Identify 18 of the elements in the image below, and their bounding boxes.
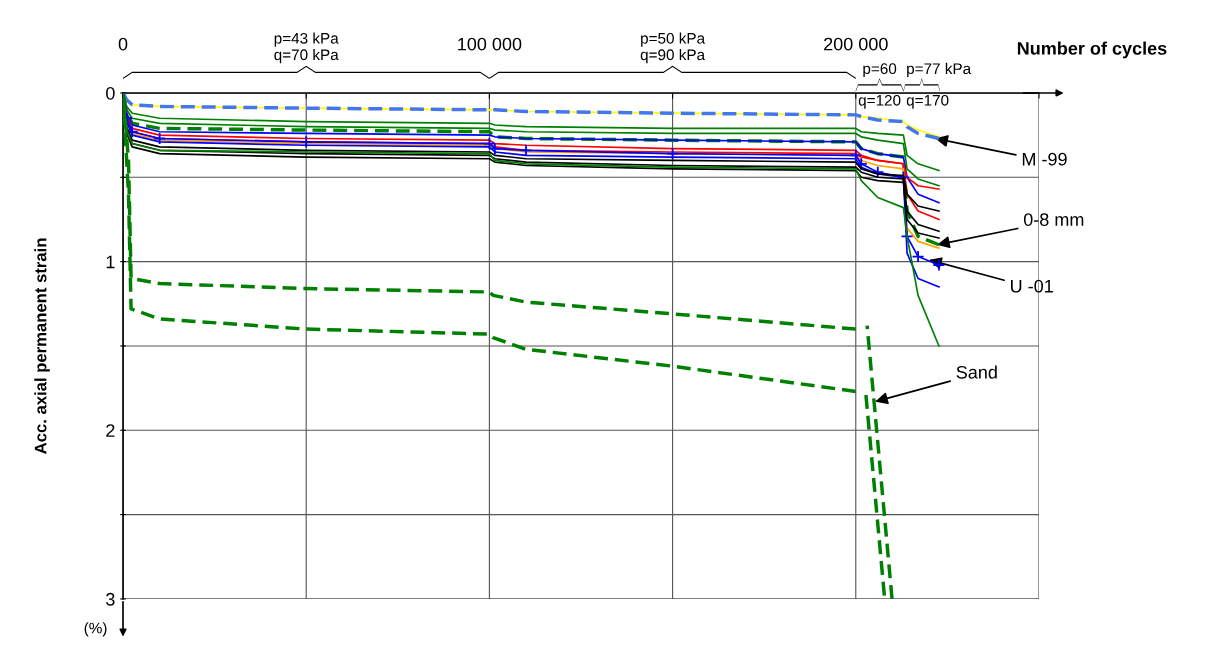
text: p=43 kPa q=70 kPa <box>274 32 339 64</box>
y-tick-label: 1 <box>106 255 115 269</box>
annotation: M -99 <box>1022 152 1067 166</box>
x-tick-label: 0 <box>118 37 128 51</box>
y-axis-title: Acc. axial permanent strain <box>34 238 50 454</box>
annotation: p=77 kPa q=170 <box>906 62 972 109</box>
annotation: 0-8 mm <box>1023 213 1084 226</box>
x-tick-label: 200 000 <box>824 37 888 51</box>
annotation: p=60 q=120 <box>858 63 901 109</box>
annotation: U -01 <box>1011 279 1053 293</box>
y-tick-label: 0 <box>106 86 115 100</box>
x-tick-label: 100 000 <box>458 37 522 51</box>
text: p=50 kPa q=90 kPa <box>640 32 706 64</box>
text: (%) <box>84 622 107 637</box>
y-tick-label: 3 <box>106 592 115 606</box>
y-tick-label: 2 <box>106 424 115 437</box>
annotation: Sand <box>956 365 997 379</box>
x-axis-title: Number of cycles <box>1017 41 1167 59</box>
